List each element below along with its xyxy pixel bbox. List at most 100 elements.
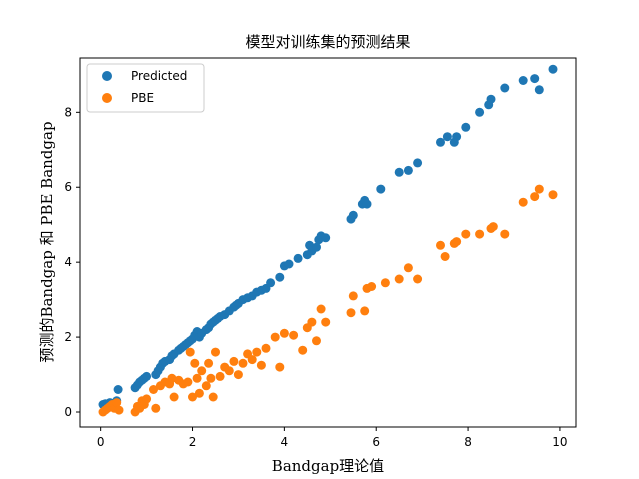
data-point-predicted: [394, 167, 404, 177]
data-point-predicted: [436, 137, 445, 147]
data-point-pbe: [367, 282, 377, 291]
data-point-pbe: [360, 306, 370, 316]
data-point-predicted: [461, 122, 471, 132]
data-point-predicted: [312, 242, 321, 252]
data-point-predicted: [534, 85, 544, 95]
points-layer: [98, 64, 558, 417]
y-axis-label: 预测的Bandgap 和 PBE Bandgap: [38, 121, 56, 362]
data-point-pbe: [289, 330, 299, 340]
data-point-pbe: [500, 229, 510, 239]
data-point-pbe: [192, 373, 202, 383]
data-point-predicted: [348, 210, 358, 220]
data-point-pbe: [394, 274, 404, 284]
data-point-pbe: [307, 317, 317, 327]
data-point-predicted: [486, 94, 496, 104]
data-point-pbe: [190, 358, 200, 368]
data-point-pbe: [247, 355, 257, 365]
data-point-pbe: [275, 362, 285, 372]
data-point-pbe: [452, 237, 462, 247]
data-point-pbe: [114, 405, 124, 415]
data-point-pbe: [261, 343, 271, 353]
y-tick-label: 0: [64, 405, 72, 419]
data-point-pbe: [534, 184, 544, 194]
data-point-pbe: [194, 388, 204, 398]
data-point-pbe: [488, 222, 498, 232]
chart-title: 模型对训练集的预测结果: [245, 33, 410, 51]
y-tick-label: 6: [64, 180, 72, 194]
legend: Predicted PBE: [86, 63, 205, 113]
data-point-predicted: [530, 74, 540, 84]
data-point-predicted: [275, 272, 285, 282]
data-point-pbe: [238, 358, 248, 368]
data-point-predicted: [142, 371, 152, 381]
x-tick-label: 0: [97, 435, 105, 449]
data-point-pbe: [188, 392, 197, 402]
data-point-pbe: [167, 373, 177, 383]
data-point-pbe: [380, 278, 390, 288]
data-point-pbe: [530, 192, 540, 202]
data-point-predicted: [413, 158, 423, 168]
data-point-pbe: [312, 336, 321, 346]
data-point-pbe: [461, 229, 471, 239]
data-point-predicted: [113, 385, 123, 394]
data-point-predicted: [362, 199, 372, 209]
data-point-pbe: [256, 360, 266, 370]
legend-label-pbe: PBE: [131, 91, 154, 105]
data-point-pbe: [548, 190, 558, 200]
data-point-predicted: [376, 184, 386, 194]
data-point-predicted: [293, 253, 303, 263]
data-point-predicted: [266, 278, 276, 288]
data-point-pbe: [185, 347, 195, 357]
legend-marker-pbe: [102, 93, 112, 103]
data-point-predicted: [442, 132, 452, 142]
ticks-layer: 0 2 4 6 8 10 0 2 4 6 8: [64, 105, 567, 449]
data-point-pbe: [233, 370, 243, 380]
data-point-pbe: [112, 398, 122, 408]
data-point-predicted: [548, 64, 558, 74]
data-point-pbe: [346, 308, 356, 318]
data-point-pbe: [201, 381, 211, 391]
y-tick-label: 2: [64, 330, 72, 344]
x-tick-label: 2: [189, 435, 197, 449]
y-tick-label: 8: [64, 105, 72, 119]
data-point-predicted: [403, 165, 413, 175]
data-point-pbe: [229, 356, 239, 366]
data-point-pbe: [252, 347, 262, 357]
data-point-pbe: [348, 291, 358, 301]
x-tick-label: 4: [281, 435, 289, 449]
data-point-pbe: [298, 345, 308, 355]
data-point-pbe: [197, 366, 207, 376]
data-point-pbe: [403, 263, 413, 273]
data-point-pbe: [215, 371, 225, 381]
data-point-pbe: [142, 394, 152, 404]
data-point-predicted: [518, 76, 528, 85]
data-point-pbe: [440, 252, 450, 261]
data-point-predicted: [475, 107, 485, 117]
x-tick-label: 8: [464, 435, 472, 449]
data-point-pbe: [206, 373, 216, 383]
data-point-predicted: [500, 83, 510, 93]
data-point-predicted: [452, 132, 462, 142]
data-point-pbe: [204, 358, 214, 368]
data-point-pbe: [169, 392, 179, 402]
data-point-pbe: [211, 347, 220, 357]
legend-box: [86, 63, 205, 113]
data-point-predicted: [284, 259, 294, 269]
legend-marker-predicted: [102, 71, 112, 81]
data-point-pbe: [518, 197, 528, 207]
x-tick-label: 6: [372, 435, 380, 449]
data-point-pbe: [413, 274, 423, 284]
legend-label-predicted: Predicted: [131, 69, 187, 83]
x-axis-label: Bandgap理论值: [272, 457, 384, 475]
data-point-pbe: [183, 377, 193, 387]
data-point-pbe: [149, 385, 158, 394]
x-tick-label: 10: [552, 435, 567, 449]
data-point-pbe: [316, 304, 326, 314]
data-point-pbe: [436, 240, 445, 250]
data-point-pbe: [279, 328, 289, 338]
y-tick-label: 4: [64, 255, 72, 269]
data-point-predicted: [321, 233, 331, 243]
plot-frame: [79, 57, 577, 428]
data-point-pbe: [475, 229, 485, 239]
